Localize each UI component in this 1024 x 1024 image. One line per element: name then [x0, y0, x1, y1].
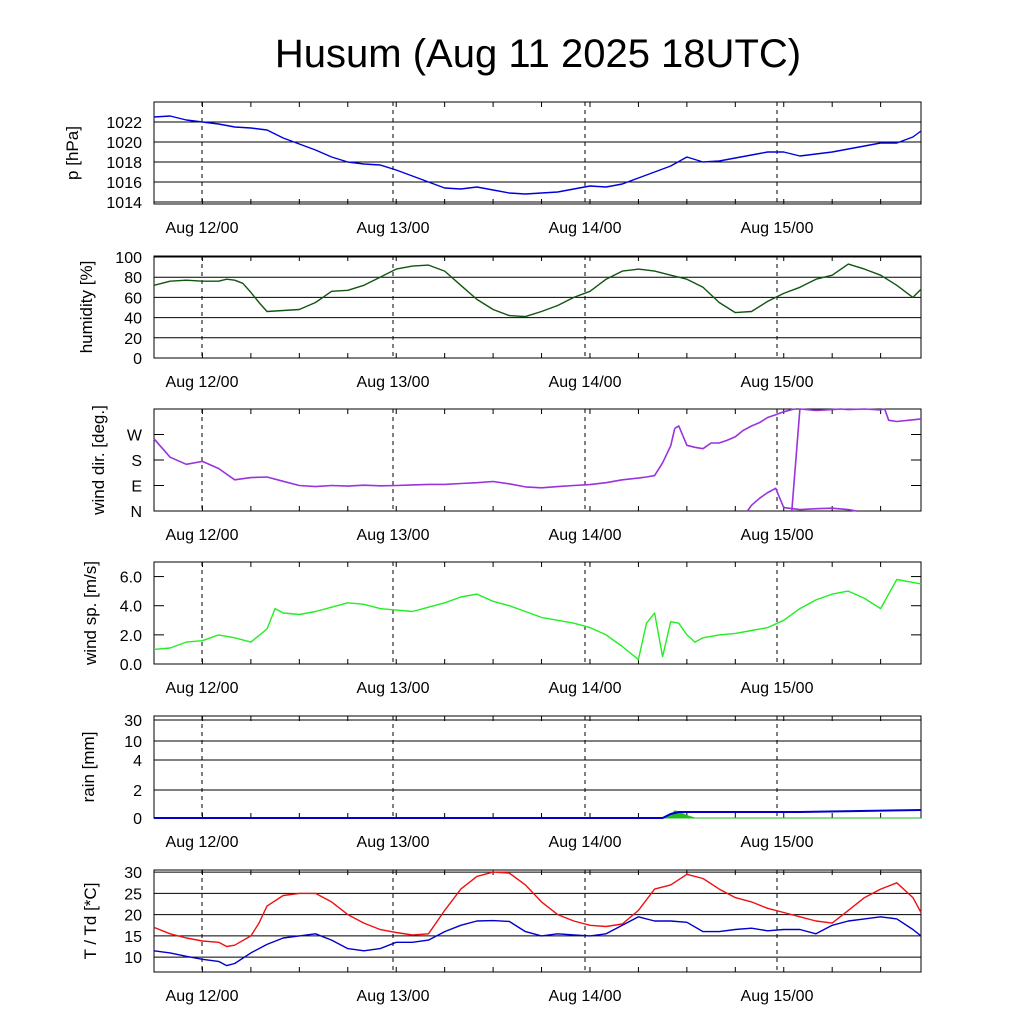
wind-direction-frame	[153, 408, 922, 512]
wind-speed-y-tick-label: 0.0	[120, 657, 142, 674]
wind-direction-x-tick-label: Aug 12/00	[166, 527, 239, 544]
wind-speed-x-tick-label: Aug 12/00	[166, 680, 239, 697]
rain-frame	[153, 715, 922, 819]
wind-direction-y-axis-label: wind dir. [deg.]	[89, 405, 108, 516]
humidity-y-tick-label: 20	[124, 331, 142, 348]
wind-direction-x-tick-label: Aug 14/00	[549, 527, 622, 544]
wind-direction-y-tick-label: S	[131, 453, 142, 470]
temperature-x-tick-label: Aug 14/00	[549, 988, 622, 1005]
wind-speed-x-tick-label: Aug 13/00	[357, 680, 430, 697]
humidity-panel: 0 20 40 60 80 100 Aug 12/00 Aug 13/00 Aug 14/00 A…	[77, 250, 922, 391]
wind-speed-y-tick-label: 4.0	[120, 599, 142, 616]
wind-direction-segment	[883, 408, 922, 423]
pressure-y-tick-label: 1022	[106, 115, 142, 132]
wind-direction-y-tick-label: N	[130, 504, 142, 521]
wind-speed-line	[153, 578, 922, 661]
humidity-frame	[153, 255, 922, 359]
pressure-panel: 1014 1016 1018 1020 1022 Aug 12/00 Aug 13/00 Au…	[63, 101, 922, 237]
humidity-x-tick-label: Aug 13/00	[357, 374, 430, 391]
pressure-x-tick-label: Aug 15/00	[741, 220, 814, 237]
temperature-y-tick-label: 25	[124, 886, 142, 903]
wind-speed-y-tick-label: 6.0	[120, 570, 142, 587]
humidity-y-tick-label: 80	[124, 270, 142, 287]
rain-x-tick-label: Aug 13/00	[357, 834, 430, 851]
humidity-x-tick-label: Aug 15/00	[741, 374, 814, 391]
pressure-y-tick-label: 1016	[106, 175, 142, 192]
temperature-y-tick-label: 10	[124, 950, 142, 967]
temperature-y-axis-label: T / Td [*C]	[81, 883, 100, 960]
temperature-x-tick-label: Aug 15/00	[741, 988, 814, 1005]
wind-direction-x-tick-label: Aug 15/00	[741, 527, 814, 544]
dewpoint-line	[153, 916, 922, 967]
wind-direction-x-tick-label: Aug 13/00	[357, 527, 430, 544]
wind-speed-x-tick-label: Aug 14/00	[549, 680, 622, 697]
temperature-y-tick-label: 20	[124, 908, 142, 925]
rain-y-tick-label: 10	[124, 734, 142, 751]
humidity-y-tick-label: 40	[124, 311, 142, 328]
wind-direction-y-tick-label: E	[131, 479, 142, 496]
rain-y-tick-label: 2	[133, 783, 142, 800]
wind-speed-frame	[153, 561, 922, 665]
rain-x-tick-label: Aug 15/00	[741, 834, 814, 851]
chart-title: Husum (Aug 11 2025 18UTC)	[275, 32, 801, 76]
humidity-y-tick-label: 0	[133, 351, 142, 368]
temperature-x-tick-label: Aug 13/00	[357, 988, 430, 1005]
pressure-y-tick-label: 1014	[106, 195, 142, 212]
temperature-y-tick-label: 15	[124, 929, 142, 946]
humidity-y-axis-label: humidity [%]	[77, 261, 96, 354]
wind-speed-x-tick-label: Aug 15/00	[741, 680, 814, 697]
pressure-frame	[153, 101, 922, 205]
humidity-y-tick-label: 60	[124, 290, 142, 307]
temperature-y-tick-label: 30	[124, 865, 142, 882]
humidity-y-tick-label: 100	[115, 250, 142, 267]
temperature-frame	[153, 869, 922, 973]
wind-direction-y-tick-label: W	[127, 428, 143, 445]
rain-y-axis-label: rain [mm]	[79, 732, 98, 803]
wind-direction-segment	[791, 408, 885, 512]
pressure-y-axis-label: p [hPa]	[63, 126, 82, 180]
wind-direction-segment	[746, 487, 857, 512]
temperature-x-tick-label: Aug 12/00	[166, 988, 239, 1005]
wind-direction-segment	[153, 428, 676, 489]
humidity-x-tick-label: Aug 12/00	[166, 374, 239, 391]
rain-y-tick-label: 30	[124, 713, 142, 730]
wind-direction-segment	[674, 408, 797, 450]
humidity-x-tick-label: Aug 14/00	[549, 374, 622, 391]
temperature-line	[153, 871, 922, 948]
pressure-x-tick-label: Aug 14/00	[549, 220, 622, 237]
temperature-panel: 10 15 20 25 30 Aug 12/00 Aug 13/00 Aug 14/00 Aug…	[81, 865, 922, 1005]
pressure-x-tick-label: Aug 12/00	[166, 220, 239, 237]
rain-panel: 0 2 4 10 30 Aug 12/00 Aug 13/00 Aug 14/00 Aug 15…	[79, 713, 922, 851]
rain-y-tick-label: 0	[133, 811, 142, 828]
pressure-y-tick-label: 1020	[106, 135, 142, 152]
rain-x-tick-label: Aug 14/00	[549, 834, 622, 851]
pressure-y-tick-label: 1018	[106, 155, 142, 172]
rain-x-tick-label: Aug 12/00	[166, 834, 239, 851]
rain-total-line	[154, 809, 922, 819]
wind-speed-y-tick-label: 2.0	[120, 628, 142, 645]
pressure-line	[153, 115, 922, 195]
wind-speed-panel: 0.0 2.0 4.0 6.0 Aug 12/00 Aug 13/00 Aug 14/00 A…	[81, 561, 922, 697]
humidity-line	[153, 263, 922, 318]
wind-speed-y-axis-label: wind sp. [m/s]	[81, 561, 100, 666]
rain-y-tick-label: 4	[133, 753, 142, 770]
pressure-x-tick-label: Aug 13/00	[357, 220, 430, 237]
